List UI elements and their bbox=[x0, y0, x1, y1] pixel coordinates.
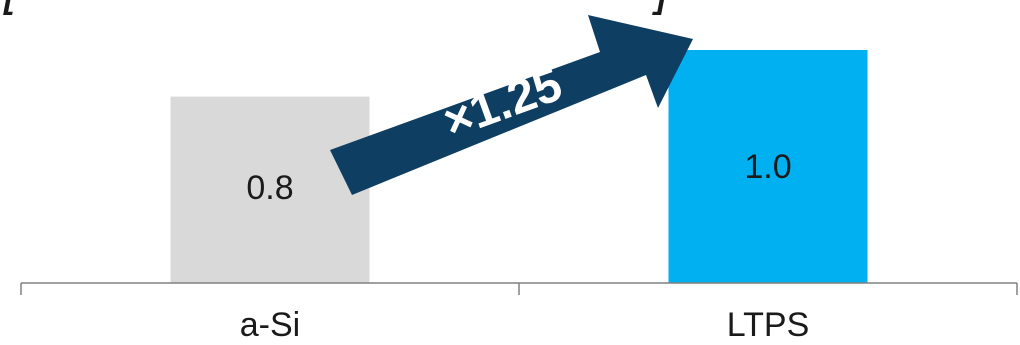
bar-ltps bbox=[668, 50, 868, 283]
tick-label-ltps: LTPS bbox=[727, 306, 810, 344]
value-labels-group: 0.8 1.0 bbox=[246, 148, 791, 207]
bar-a-si bbox=[170, 96, 370, 283]
cropped-title-fragment-right: ] bbox=[655, 0, 666, 17]
x-axis-ticks bbox=[20, 283, 1018, 295]
multiplier-label: ×1.25 bbox=[437, 58, 569, 149]
tick-label-a-si: a-Si bbox=[240, 306, 300, 344]
bars-group bbox=[170, 50, 868, 283]
value-label-ltps: 1.0 bbox=[744, 148, 791, 186]
x-axis-tick-labels: a-Si LTPS bbox=[240, 306, 809, 344]
value-label-a-si: 0.8 bbox=[246, 169, 293, 207]
cropped-title-fragment-left: [ bbox=[4, 0, 15, 17]
arrow-shape bbox=[330, 15, 693, 195]
multiplier-arrow: ×1.25 bbox=[330, 15, 693, 195]
